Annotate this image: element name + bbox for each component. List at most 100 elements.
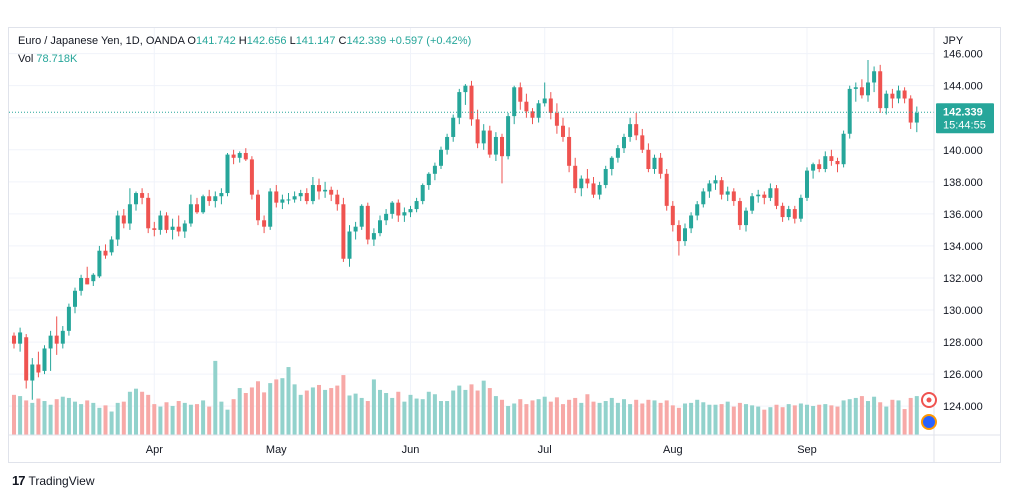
candle <box>866 60 870 102</box>
open-value: 141.742 <box>195 35 236 47</box>
candle <box>670 201 675 232</box>
ohlc-legend: Euro / Japanese Yen, 1D, OANDA O141.742 … <box>18 35 471 47</box>
candle <box>249 156 254 200</box>
candle <box>42 345 47 375</box>
candle <box>176 215 181 237</box>
candle-body <box>457 92 462 118</box>
candle <box>707 180 712 198</box>
candle <box>579 175 584 197</box>
volume-label[interactable]: Vol <box>18 53 34 65</box>
candle <box>701 188 706 208</box>
candle-body <box>707 183 712 192</box>
candle-body <box>902 90 907 99</box>
volume-bar <box>530 400 535 435</box>
candle <box>195 197 199 214</box>
volume-bar <box>884 406 889 435</box>
candle <box>744 207 748 232</box>
symbol-name[interactable]: Euro / Japanese Yen, 1D, OANDA <box>18 35 185 47</box>
candle <box>835 157 840 173</box>
volume-bar <box>859 396 864 435</box>
volume-bar <box>439 401 443 435</box>
volume-bar <box>896 400 901 435</box>
y-tick-label: 130.000 <box>943 305 983 317</box>
high-label: H <box>238 35 247 47</box>
volume-bar <box>853 397 858 435</box>
candle <box>231 149 236 165</box>
candle <box>731 188 736 206</box>
candle <box>402 207 407 222</box>
candle-body <box>402 212 407 216</box>
candle-body <box>12 335 16 344</box>
candle <box>713 175 718 190</box>
candle-body <box>634 124 639 136</box>
candle-body <box>359 205 364 227</box>
candle <box>805 167 809 202</box>
economic-event-icon <box>921 414 937 430</box>
volume-bar <box>335 385 340 435</box>
event-marker-dot <box>926 397 932 403</box>
candle-body <box>530 111 535 118</box>
candle <box>890 88 895 109</box>
candle <box>378 215 382 237</box>
candle-body <box>829 156 834 161</box>
candle-body <box>683 228 687 242</box>
candle <box>603 165 608 189</box>
volume-bar <box>268 383 273 435</box>
branding[interactable]: 17 TradingView <box>12 473 95 488</box>
candle-body <box>689 215 694 229</box>
volume-bar <box>902 409 907 435</box>
candle-body <box>97 250 102 277</box>
volume-bar <box>347 395 352 435</box>
volume-bar <box>329 388 334 435</box>
volume-bar <box>737 402 742 435</box>
volume-bar <box>493 396 498 435</box>
candle <box>115 210 120 246</box>
candle <box>152 221 157 237</box>
volume-bar <box>201 400 206 435</box>
candle <box>182 220 187 238</box>
candle-body <box>811 164 816 171</box>
x-tick-label: Sep <box>797 444 817 456</box>
candle-body <box>426 173 431 186</box>
volume-bar <box>640 403 645 435</box>
candle <box>60 326 65 349</box>
candle-body <box>134 193 138 205</box>
candle-body <box>487 130 492 155</box>
volume-bar <box>97 407 102 435</box>
candle <box>512 85 517 125</box>
candle-body <box>365 205 370 240</box>
candle-body <box>609 157 614 170</box>
open-label: O <box>187 35 196 47</box>
candle <box>85 266 90 285</box>
candle-body <box>542 98 547 104</box>
candle-body <box>500 136 504 157</box>
volume-bar <box>622 399 626 435</box>
candle <box>780 202 785 222</box>
candle <box>737 197 742 230</box>
candle-body <box>18 332 23 344</box>
volume-layer <box>12 360 919 435</box>
volume-bar <box>823 404 828 435</box>
candle-body <box>274 191 279 203</box>
candle-body <box>262 220 267 227</box>
volume-bar <box>652 400 657 435</box>
candle-body <box>792 209 797 219</box>
candle <box>408 205 413 218</box>
volume-bar <box>573 397 578 435</box>
candle <box>500 133 504 184</box>
volume-bar <box>567 399 572 435</box>
volume-bar <box>30 402 35 435</box>
volume-bar <box>176 401 181 435</box>
candle-body <box>798 197 803 219</box>
candle <box>54 316 59 355</box>
candle-body <box>268 191 273 227</box>
candle-body <box>127 204 132 224</box>
volume-bar <box>317 384 321 435</box>
candle <box>859 79 864 99</box>
candle-body <box>109 239 114 253</box>
candle-body <box>512 87 517 117</box>
volume-bar <box>188 404 193 435</box>
volume-bar <box>420 399 425 435</box>
candle-body <box>884 93 889 109</box>
